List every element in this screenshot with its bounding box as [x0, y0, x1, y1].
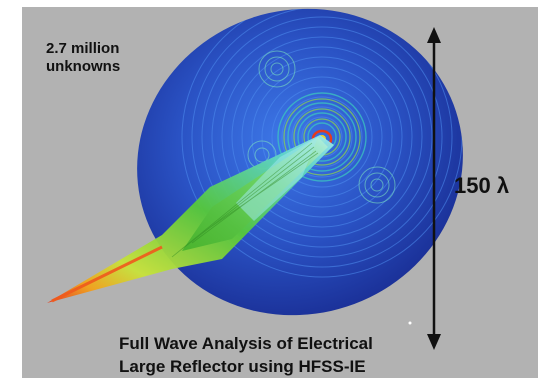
visualization-panel: 2.7 million unknowns 150 λ Full Wave Ana…: [22, 7, 538, 378]
radiation-beam: [47, 135, 334, 303]
unknowns-line-2: unknowns: [46, 58, 121, 75]
unknowns-line-1: 2.7 million: [46, 40, 120, 57]
reflector-dish: [137, 7, 463, 316]
unknowns-annotation: 2.7 million unknowns: [46, 40, 120, 76]
dimension-arrow-icon: [427, 27, 441, 350]
white-speck: [408, 321, 412, 325]
reflector-visualization: [47, 7, 463, 350]
caption-line-2: Large Reflector using HFSS-IE: [119, 356, 366, 376]
dimension-label: 150 λ: [454, 173, 510, 198]
caption: Full Wave Analysis of Electrical Large R…: [119, 333, 373, 379]
caption-line-1: Full Wave Analysis of Electrical: [119, 334, 373, 353]
